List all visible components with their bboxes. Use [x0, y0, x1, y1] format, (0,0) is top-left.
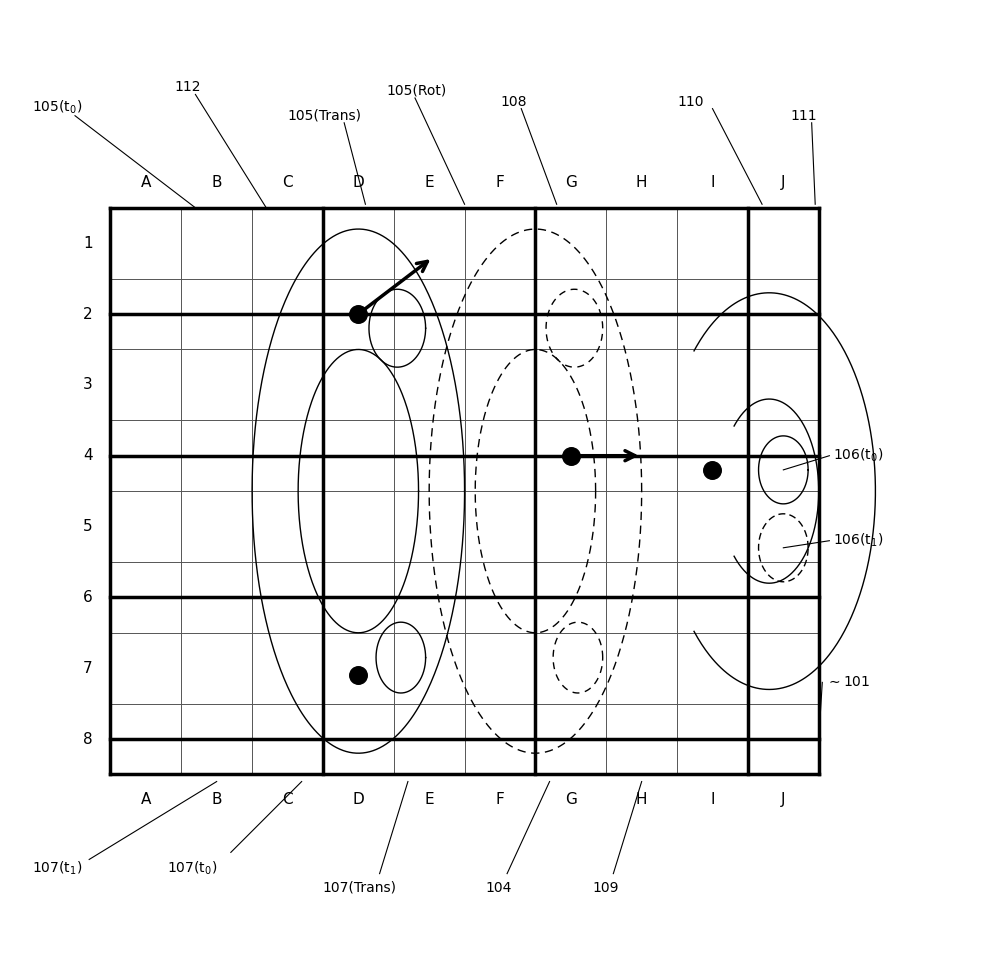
Text: D: D — [352, 175, 364, 190]
Text: 107(t$_0$): 107(t$_0$) — [167, 859, 217, 876]
Text: J: J — [781, 175, 786, 190]
Text: 8: 8 — [83, 731, 93, 747]
Text: G: G — [565, 792, 577, 807]
Text: 7: 7 — [83, 661, 93, 676]
Text: 109: 109 — [592, 880, 619, 895]
Text: C: C — [282, 175, 293, 190]
Text: E: E — [424, 792, 434, 807]
Text: 2: 2 — [83, 307, 93, 322]
Text: 104: 104 — [486, 880, 512, 895]
Text: H: H — [636, 792, 647, 807]
Text: 112: 112 — [174, 81, 201, 94]
Text: A: A — [141, 175, 151, 190]
Text: J: J — [781, 792, 786, 807]
Text: 3: 3 — [83, 378, 93, 392]
Text: G: G — [565, 175, 577, 190]
Text: D: D — [352, 792, 364, 807]
Text: H: H — [636, 175, 647, 190]
Text: $\sim$101: $\sim$101 — [826, 676, 870, 689]
Text: 1: 1 — [83, 235, 93, 251]
Text: 105(Rot): 105(Rot) — [387, 84, 447, 98]
Text: 5: 5 — [83, 519, 93, 534]
Text: 110: 110 — [677, 94, 704, 109]
Text: F: F — [496, 175, 504, 190]
Text: B: B — [211, 175, 222, 190]
Text: 6: 6 — [83, 590, 93, 604]
Text: 4: 4 — [83, 448, 93, 463]
Text: B: B — [211, 792, 222, 807]
Text: I: I — [710, 175, 715, 190]
Text: 107(t$_1$): 107(t$_1$) — [32, 859, 83, 876]
Point — [350, 307, 366, 322]
Point — [350, 668, 366, 683]
Text: 105(t$_0$): 105(t$_0$) — [32, 98, 83, 115]
Text: 108: 108 — [500, 94, 526, 109]
Text: F: F — [496, 792, 504, 807]
Text: C: C — [282, 792, 293, 807]
Text: 106(t$_1$): 106(t$_1$) — [833, 532, 883, 550]
Text: E: E — [424, 175, 434, 190]
Text: 107(Trans): 107(Trans) — [323, 880, 397, 895]
Point — [704, 462, 720, 478]
Text: 111: 111 — [790, 109, 817, 123]
Text: A: A — [141, 792, 151, 807]
Point — [563, 448, 579, 463]
Text: I: I — [710, 792, 715, 807]
Text: 105(Trans): 105(Trans) — [288, 109, 362, 123]
Text: 106(t$_0$): 106(t$_0$) — [833, 447, 883, 464]
